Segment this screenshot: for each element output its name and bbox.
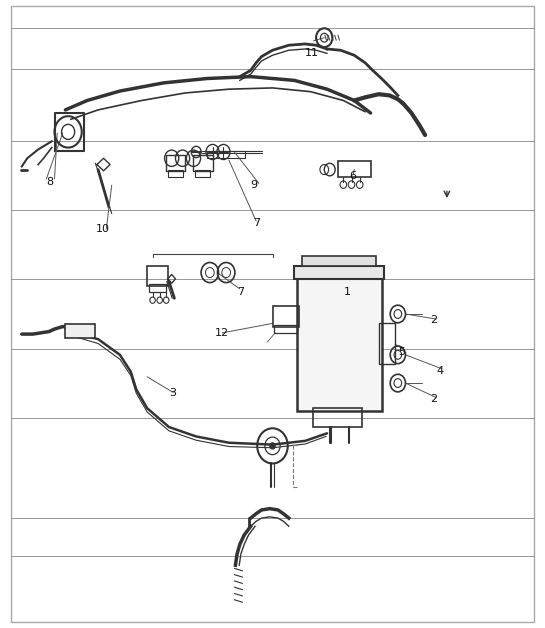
Bar — [166, 155, 185, 171]
Bar — [313, 408, 362, 427]
Text: 9: 9 — [251, 180, 258, 190]
Text: 8: 8 — [46, 177, 53, 187]
Text: 10: 10 — [95, 224, 110, 234]
Bar — [294, 266, 384, 279]
Text: 2: 2 — [431, 394, 438, 404]
Bar — [207, 151, 245, 158]
Text: 2: 2 — [431, 315, 438, 325]
Text: 5: 5 — [398, 347, 405, 357]
Text: 7: 7 — [253, 218, 261, 228]
Text: 11: 11 — [305, 48, 319, 58]
Bar — [302, 256, 376, 266]
Bar — [149, 284, 166, 292]
Text: 3: 3 — [169, 387, 176, 398]
Bar — [297, 273, 382, 411]
Bar — [274, 325, 297, 333]
Bar — [147, 266, 168, 286]
Text: 1: 1 — [343, 287, 350, 297]
Text: 7: 7 — [237, 287, 244, 297]
Bar — [65, 324, 95, 338]
Bar — [379, 323, 395, 364]
Bar — [272, 306, 299, 327]
Bar — [338, 161, 371, 177]
Circle shape — [270, 443, 275, 449]
Text: 12: 12 — [215, 328, 229, 338]
Bar — [168, 170, 183, 177]
Text: 6: 6 — [349, 171, 356, 181]
Bar — [193, 155, 213, 171]
Text: 4: 4 — [436, 365, 443, 376]
Bar — [195, 170, 210, 177]
